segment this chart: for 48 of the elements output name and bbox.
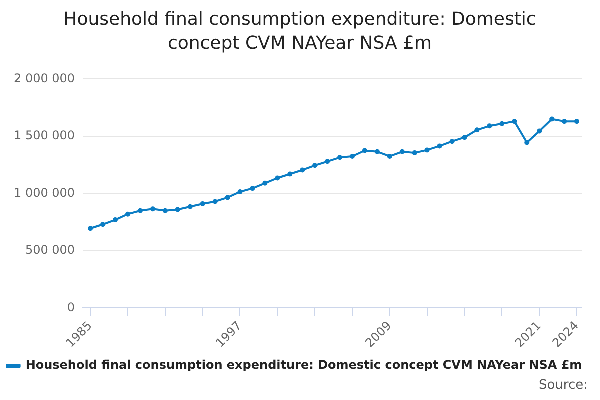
point: [113, 218, 118, 223]
point: [100, 222, 106, 228]
point: [474, 128, 480, 133]
point: [574, 119, 580, 124]
point: [450, 139, 455, 144]
point: [550, 116, 555, 122]
point: [225, 195, 230, 200]
y-tick-label: 2 000 000: [14, 71, 76, 86]
point: [88, 226, 94, 232]
point: [500, 121, 505, 126]
point: [524, 140, 530, 146]
point: [487, 124, 492, 129]
point: [125, 212, 130, 217]
point: [262, 180, 268, 186]
point: [437, 144, 442, 149]
point: [150, 206, 156, 212]
point: [312, 163, 318, 168]
point: [412, 150, 418, 156]
point: [162, 208, 168, 214]
point: [212, 199, 218, 204]
legend-label: Household final consumption expenditure: Domestic concept CVM NAYear NSA £m: [26, 358, 582, 372]
point: [300, 168, 306, 173]
y-tick-label: 1 500 000: [14, 128, 76, 143]
point: [138, 208, 143, 214]
point: [238, 189, 243, 194]
point: [400, 149, 405, 154]
point: [362, 148, 368, 154]
point: [374, 149, 380, 154]
y-tick-label: 0: [67, 300, 76, 314]
point: [512, 119, 518, 124]
point: [350, 154, 355, 159]
point: [562, 119, 568, 124]
point: [424, 148, 430, 153]
point: [275, 176, 280, 181]
point: [537, 128, 542, 134]
chart-title: Household final consumption expenditure: Domestic concept CVM NAYear NSA £m: [62, 8, 538, 56]
point: [188, 204, 193, 210]
point: [175, 207, 180, 212]
point: [325, 159, 330, 164]
y-tick-label: 500 000: [25, 243, 76, 258]
point: [200, 202, 206, 207]
point: [338, 155, 343, 160]
point: [387, 154, 392, 159]
point: [288, 172, 293, 177]
y-tick-label: 1 000 000: [14, 186, 76, 200]
point: [250, 186, 256, 192]
point: [462, 135, 468, 140]
source-note: Source:: [538, 378, 588, 393]
